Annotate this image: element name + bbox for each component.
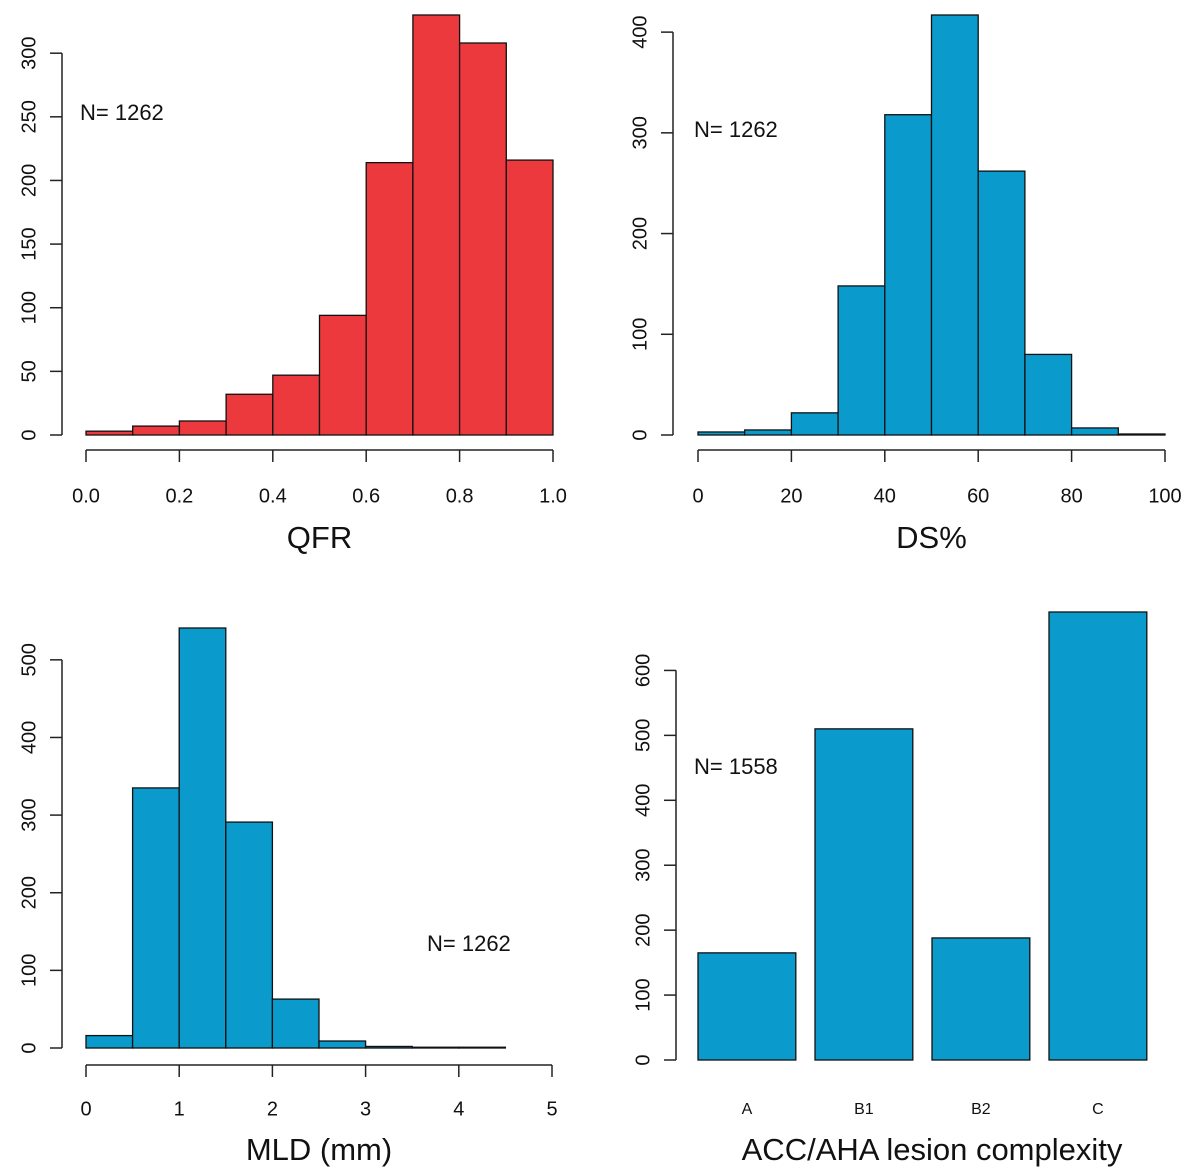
y-tick-label: 300 (629, 116, 651, 149)
x-tick-label: 0.0 (72, 485, 100, 507)
bar (272, 374, 321, 436)
y-tick-label: 250 (18, 100, 40, 133)
y-tick-label: 0 (629, 429, 651, 440)
bar (271, 998, 320, 1049)
y-tick-label: 400 (632, 784, 654, 817)
bar (458, 42, 507, 436)
annotation: N= 1262 (80, 100, 164, 125)
bar (790, 412, 839, 436)
bar (837, 285, 886, 436)
x-tick-label: 4 (453, 1098, 464, 1120)
bar (364, 1045, 413, 1049)
x-tick-label: 3 (360, 1098, 371, 1120)
y-tick-label: 100 (632, 978, 654, 1011)
bar (977, 170, 1026, 436)
bar (411, 1046, 460, 1049)
x-tick-label: 2 (267, 1098, 278, 1120)
x-tick-label: 0 (692, 485, 703, 507)
bar (744, 429, 793, 436)
bar (225, 393, 274, 436)
annotation: N= 1262 (694, 117, 778, 142)
y-tick-label: 600 (632, 654, 654, 687)
bar (225, 821, 274, 1049)
x-tick-label: 5 (546, 1098, 557, 1120)
bar (884, 114, 933, 436)
y-tick-label: 400 (18, 721, 40, 754)
x-axis-label: DS% (896, 520, 967, 555)
bar (931, 937, 1031, 1061)
y-tick-label: 200 (632, 913, 654, 946)
bar (1070, 427, 1119, 436)
bar (458, 1046, 507, 1049)
bar (412, 14, 461, 436)
y-tick-label: 150 (18, 227, 40, 260)
annotation: N= 1262 (427, 931, 511, 956)
bar (697, 952, 797, 1061)
y-tick-label: 50 (18, 360, 40, 382)
y-tick-label: 100 (18, 291, 40, 324)
x-tick-label: 0.6 (352, 485, 380, 507)
y-tick-label: 300 (18, 36, 40, 69)
x-axis-label: ACC/AHA lesion complexity (742, 1132, 1123, 1167)
bar (178, 627, 227, 1049)
x-tick-label: 60 (967, 485, 989, 507)
bar (365, 161, 414, 436)
bar (814, 728, 914, 1061)
bar (930, 14, 979, 436)
y-tick-label: 0 (18, 1042, 40, 1053)
y-tick-label: 0 (632, 1054, 654, 1065)
bar (318, 314, 367, 436)
x-tick-label: 1.0 (539, 485, 567, 507)
bar (505, 159, 554, 436)
x-tick-label: 100 (1148, 485, 1181, 507)
x-tick-label: B2 (971, 1101, 991, 1118)
annotation: N= 1558 (694, 754, 778, 779)
x-tick-label: 80 (1060, 485, 1082, 507)
x-axis-label: MLD (mm) (246, 1132, 392, 1167)
bar (178, 420, 227, 436)
x-tick-label: B1 (854, 1101, 874, 1118)
y-tick-label: 300 (18, 798, 40, 831)
x-tick-label: 20 (780, 485, 802, 507)
bar (1024, 353, 1073, 436)
y-tick-label: 100 (629, 318, 651, 351)
bar (85, 1034, 134, 1049)
y-tick-label: 500 (632, 719, 654, 752)
x-tick-label: 0.2 (165, 485, 193, 507)
x-tick-label: 0.4 (259, 485, 287, 507)
x-tick-label: 1 (174, 1098, 185, 1120)
x-tick-label: 0.8 (446, 485, 474, 507)
y-tick-label: 300 (632, 849, 654, 882)
bar (1048, 611, 1148, 1061)
bar (318, 1040, 367, 1049)
bar (132, 425, 181, 436)
bar (131, 787, 180, 1049)
x-tick-label: C (1092, 1101, 1104, 1118)
bar (697, 431, 746, 436)
x-tick-label: 0 (80, 1098, 91, 1120)
x-tick-label: A (742, 1101, 753, 1118)
y-tick-label: 200 (629, 217, 651, 250)
y-tick-label: 200 (18, 164, 40, 197)
bar (85, 430, 134, 436)
y-tick-label: 500 (18, 643, 40, 676)
bar (1117, 433, 1166, 436)
y-tick-label: 100 (18, 954, 40, 987)
y-tick-label: 400 (629, 15, 651, 48)
x-axis-label: QFR (287, 520, 352, 555)
y-tick-label: 200 (18, 876, 40, 909)
x-tick-label: 40 (874, 485, 896, 507)
y-tick-label: 0 (18, 429, 40, 440)
